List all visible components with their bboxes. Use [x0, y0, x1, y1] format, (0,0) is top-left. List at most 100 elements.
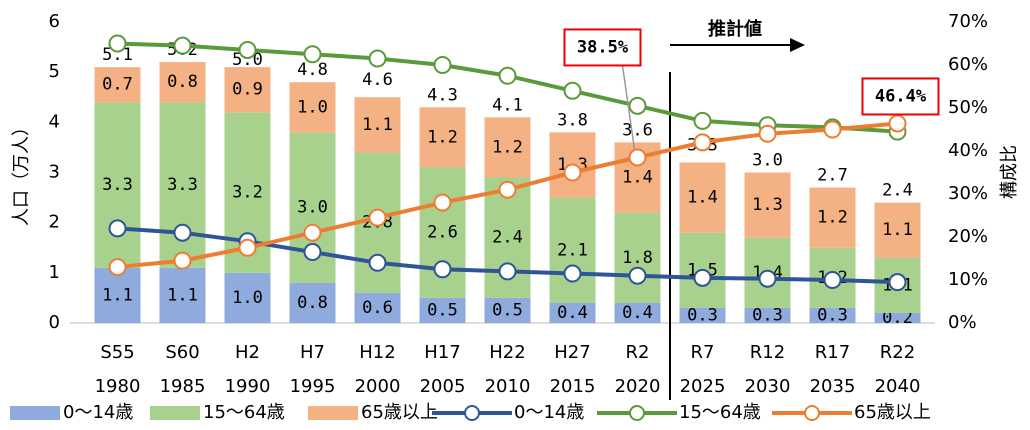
bar-value-label: 0.3 [687, 305, 718, 325]
line-value-label: 38.5% [577, 37, 629, 57]
bar [614, 302, 661, 323]
bar [809, 187, 856, 248]
line-marker [108, 34, 127, 53]
bar-value-label: 1.1 [102, 285, 133, 305]
y2-tick-label: 30% [948, 183, 988, 204]
line-marker [173, 36, 192, 55]
bar-value-label: 0.5 [492, 300, 523, 320]
line-marker [368, 49, 387, 68]
x-year-label: 2015 [550, 376, 596, 397]
y-tick-label: 0 [49, 312, 60, 333]
bar-value-label: 3.3 [102, 175, 133, 195]
bar-value-label: 1.3 [752, 195, 783, 215]
legend-swatch [10, 406, 60, 420]
bar [744, 307, 791, 323]
line-marker [303, 243, 322, 262]
line-marker [108, 219, 127, 238]
legend-marker [464, 405, 480, 421]
bar-value-label: 0.3 [752, 305, 783, 325]
total-label: 5.1 [102, 45, 133, 65]
bar [549, 197, 596, 303]
line-marker [498, 180, 517, 199]
x-year-label: 1990 [225, 376, 271, 397]
y2-axis-label: 構成比 [999, 145, 1020, 199]
line-marker [693, 268, 712, 287]
line-marker [498, 66, 517, 85]
bar-value-label: 1.2 [817, 208, 848, 228]
line-marker [498, 262, 517, 281]
x-year-label: 2025 [680, 376, 726, 397]
total-label: 4.3 [427, 85, 458, 105]
x-year-label: 2040 [875, 376, 921, 397]
line-marker [823, 271, 842, 289]
x-tick-label: R7 [691, 342, 715, 363]
bar [224, 272, 271, 323]
callout-box [563, 28, 642, 67]
y2-tick-label: 40% [948, 140, 988, 161]
bar [549, 302, 596, 323]
line-marker [563, 264, 582, 283]
callout-line [621, 65, 636, 150]
bar [744, 172, 791, 238]
x-year-label: 2005 [420, 376, 466, 397]
legend-marker [629, 405, 645, 421]
bar [874, 312, 921, 323]
total-label: 2.4 [882, 181, 913, 201]
bar [94, 267, 141, 323]
legend-label: 0～14歳 [63, 402, 133, 423]
x-tick-label: S55 [100, 342, 134, 363]
line-marker [368, 253, 387, 272]
legend-label: 0～14歳 [514, 402, 584, 423]
bar-value-label: 1.2 [492, 137, 523, 157]
bar [159, 267, 206, 323]
bar [679, 162, 726, 233]
line-marker [238, 40, 257, 59]
total-label: 4.8 [297, 60, 328, 80]
bar-value-label: 0.7 [102, 75, 133, 95]
line-marker [628, 148, 647, 167]
x-tick-label: R2 [626, 342, 650, 363]
projection-label: 推計値 [708, 18, 762, 40]
bar-value-label: 2.4 [492, 228, 523, 248]
bar [419, 107, 466, 168]
x-year-label: 1985 [160, 376, 206, 397]
line-marker [758, 269, 777, 288]
bar [614, 212, 661, 303]
y2-tick-label: 50% [948, 97, 988, 118]
bar-value-label: 1.4 [622, 168, 653, 188]
bar [94, 102, 141, 268]
line-value-label: 46.4% [875, 86, 927, 106]
y-axis-label: 人口（万人） [11, 118, 32, 226]
bar-value-label: 0.8 [167, 72, 198, 92]
line-marker [693, 111, 712, 130]
bar-value-label: 0.8 [297, 293, 328, 313]
bar-value-label: 1.2 [427, 127, 458, 147]
bar-value-label: 1.8 [622, 248, 653, 268]
bar [224, 67, 271, 113]
x-tick-label: H7 [300, 342, 325, 363]
legend-label: 15～64歳 [203, 402, 285, 423]
line-marker [108, 258, 127, 277]
x-tick-label: R22 [880, 342, 915, 363]
bar-value-label: 3.0 [297, 198, 328, 218]
x-tick-label: H22 [489, 342, 525, 363]
bar-value-label: 2.6 [427, 223, 458, 243]
bar-value-label: 0.5 [427, 300, 458, 320]
line-marker [303, 45, 322, 64]
bar-value-label: 1.0 [232, 288, 263, 308]
bar [809, 307, 856, 323]
bar [679, 307, 726, 323]
bar-value-label: 0.9 [232, 80, 263, 100]
y-tick-label: 1 [49, 262, 60, 283]
y2-tick-label: 20% [948, 226, 988, 247]
legend-swatch [150, 406, 200, 420]
bar-value-label: 0.6 [362, 298, 393, 318]
total-label: 4.6 [362, 70, 393, 90]
total-label: 3.6 [622, 120, 653, 140]
y2-tick-label: 70% [948, 11, 988, 32]
bar-value-label: 1.1 [167, 285, 198, 305]
line-marker [368, 208, 387, 227]
total-label: 4.1 [492, 95, 523, 115]
y-tick-label: 3 [49, 162, 60, 183]
